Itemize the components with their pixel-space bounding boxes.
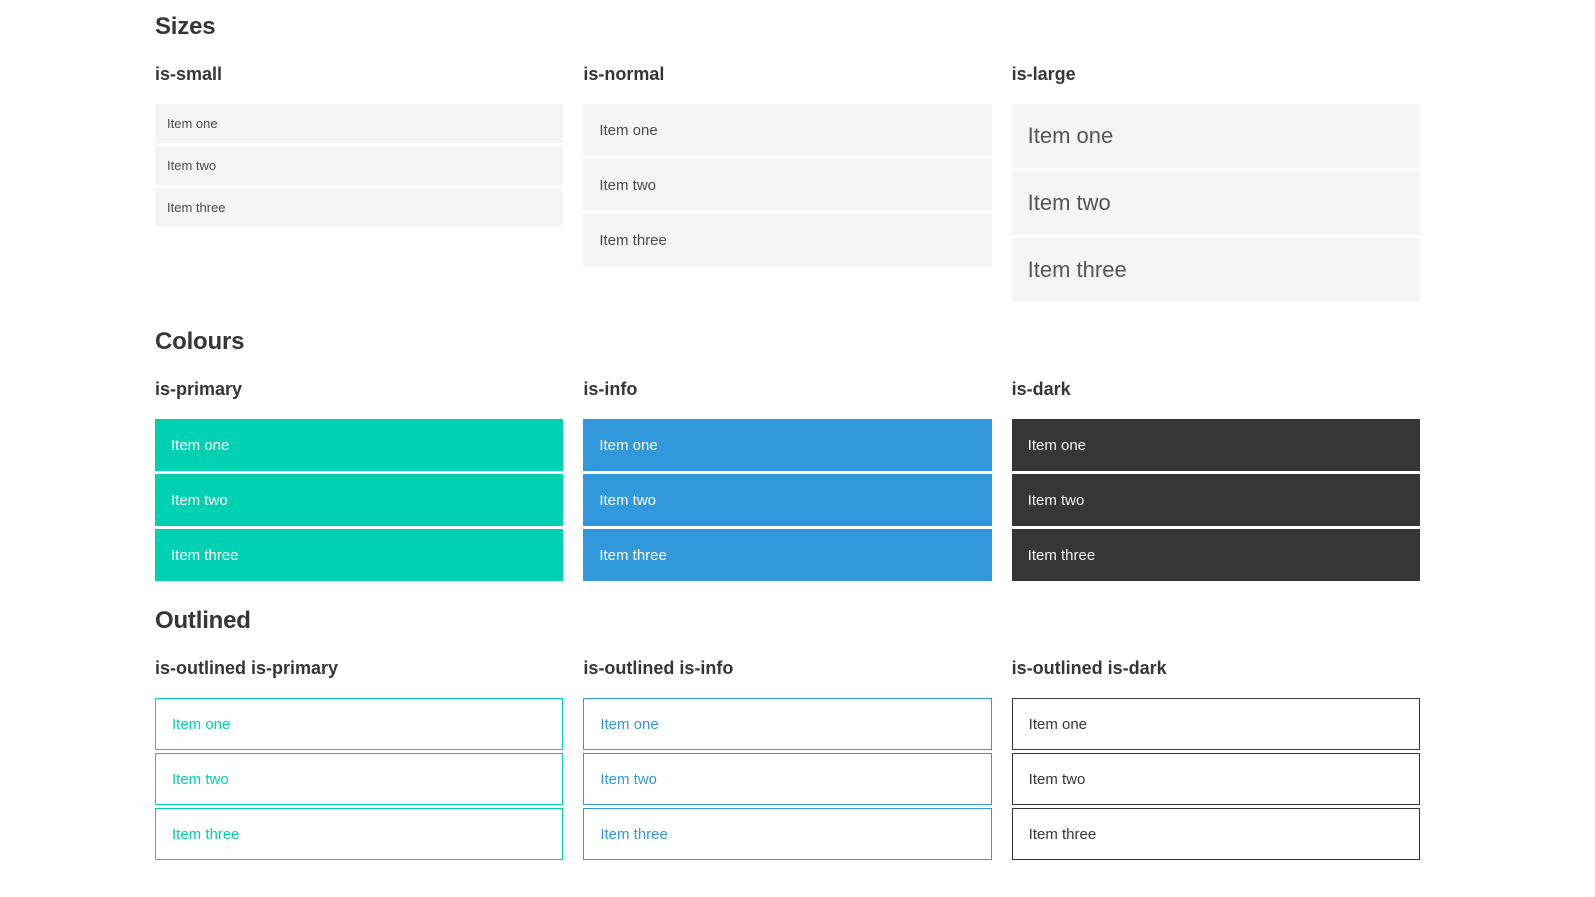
- list-item[interactable]: Item three: [1011, 529, 1420, 581]
- list-item[interactable]: Item two: [155, 474, 564, 526]
- list-item[interactable]: Item three: [155, 188, 564, 227]
- group-is-info: is-info Item one Item two Item three: [583, 379, 992, 584]
- group-label-is-outlined-is-dark: is-outlined is-dark: [1011, 658, 1167, 678]
- colours-columns: is-primary Item one Item two Item three …: [155, 379, 1420, 584]
- list-item[interactable]: Item two: [1011, 753, 1420, 805]
- list-item[interactable]: Item two: [155, 146, 564, 185]
- list-item[interactable]: Item one: [155, 104, 564, 143]
- list-item[interactable]: Item one: [583, 104, 992, 156]
- list-item[interactable]: Item two: [1011, 474, 1420, 526]
- section-title-outlined: Outlined: [155, 607, 251, 634]
- list-normal: Item one Item two Item three: [583, 104, 992, 266]
- group-is-normal: is-normal Item one Item two Item three: [583, 64, 992, 269]
- group-label-is-info: is-info: [583, 379, 638, 399]
- group-label-is-dark: is-dark: [1011, 379, 1071, 399]
- list-item[interactable]: Item one: [583, 698, 992, 750]
- list-info: Item one Item two Item three: [583, 419, 992, 581]
- section-title-sizes: Sizes: [155, 13, 216, 40]
- list-item[interactable]: Item one: [1011, 419, 1420, 471]
- list-item[interactable]: Item two: [583, 159, 992, 211]
- group-is-outlined-is-primary: is-outlined is-primary Item one Item two…: [155, 658, 564, 863]
- list-item[interactable]: Item one: [1011, 104, 1420, 168]
- group-is-primary: is-primary Item one Item two Item three: [155, 379, 564, 584]
- group-label-is-small: is-small: [155, 64, 223, 84]
- list-outlined-primary: Item one Item two Item three: [155, 698, 564, 860]
- list-small: Item one Item two Item three: [155, 104, 564, 227]
- list-item[interactable]: Item two: [1011, 171, 1420, 235]
- list-item[interactable]: Item three: [583, 808, 992, 860]
- list-primary: Item one Item two Item three: [155, 419, 564, 581]
- list-item[interactable]: Item one: [1011, 698, 1420, 750]
- group-label-is-primary: is-primary: [155, 379, 243, 399]
- group-label-is-large: is-large: [1011, 64, 1076, 84]
- list-large: Item one Item two Item three: [1011, 104, 1420, 302]
- list-item[interactable]: Item three: [1011, 238, 1420, 302]
- section-outlined: Outlined is-outlined is-primary Item one…: [155, 608, 1420, 863]
- group-label-is-normal: is-normal: [583, 64, 665, 84]
- list-item[interactable]: Item one: [155, 698, 564, 750]
- list-dark: Item one Item two Item three: [1011, 419, 1420, 581]
- list-outlined-dark: Item one Item two Item three: [1011, 698, 1420, 860]
- page-content: Sizes is-small Item one Item two Item th…: [155, 0, 1420, 863]
- section-title-colours: Colours: [155, 328, 245, 355]
- list-item[interactable]: Item two: [583, 753, 992, 805]
- list-item[interactable]: Item three: [155, 529, 564, 581]
- list-item[interactable]: Item one: [155, 419, 564, 471]
- group-is-outlined-is-info: is-outlined is-info Item one Item two It…: [583, 658, 992, 863]
- list-item[interactable]: Item three: [583, 214, 992, 266]
- list-item[interactable]: Item two: [583, 474, 992, 526]
- group-label-is-outlined-is-primary: is-outlined is-primary: [155, 658, 339, 678]
- group-is-outlined-is-dark: is-outlined is-dark Item one Item two It…: [1011, 658, 1420, 863]
- section-colours: Colours is-primary Item one Item two Ite…: [155, 329, 1420, 584]
- list-item[interactable]: Item two: [155, 753, 564, 805]
- list-item[interactable]: Item three: [155, 808, 564, 860]
- group-is-small: is-small Item one Item two Item three: [155, 64, 564, 230]
- list-item[interactable]: Item three: [583, 529, 992, 581]
- group-is-dark: is-dark Item one Item two Item three: [1011, 379, 1420, 584]
- outlined-columns: is-outlined is-primary Item one Item two…: [155, 658, 1420, 863]
- group-is-large: is-large Item one Item two Item three: [1011, 64, 1420, 305]
- section-sizes: Sizes is-small Item one Item two Item th…: [155, 14, 1420, 305]
- list-item[interactable]: Item three: [1011, 808, 1420, 860]
- group-label-is-outlined-is-info: is-outlined is-info: [583, 658, 734, 678]
- list-item[interactable]: Item one: [583, 419, 992, 471]
- sizes-columns: is-small Item one Item two Item three is…: [155, 64, 1420, 305]
- list-outlined-info: Item one Item two Item three: [583, 698, 992, 860]
